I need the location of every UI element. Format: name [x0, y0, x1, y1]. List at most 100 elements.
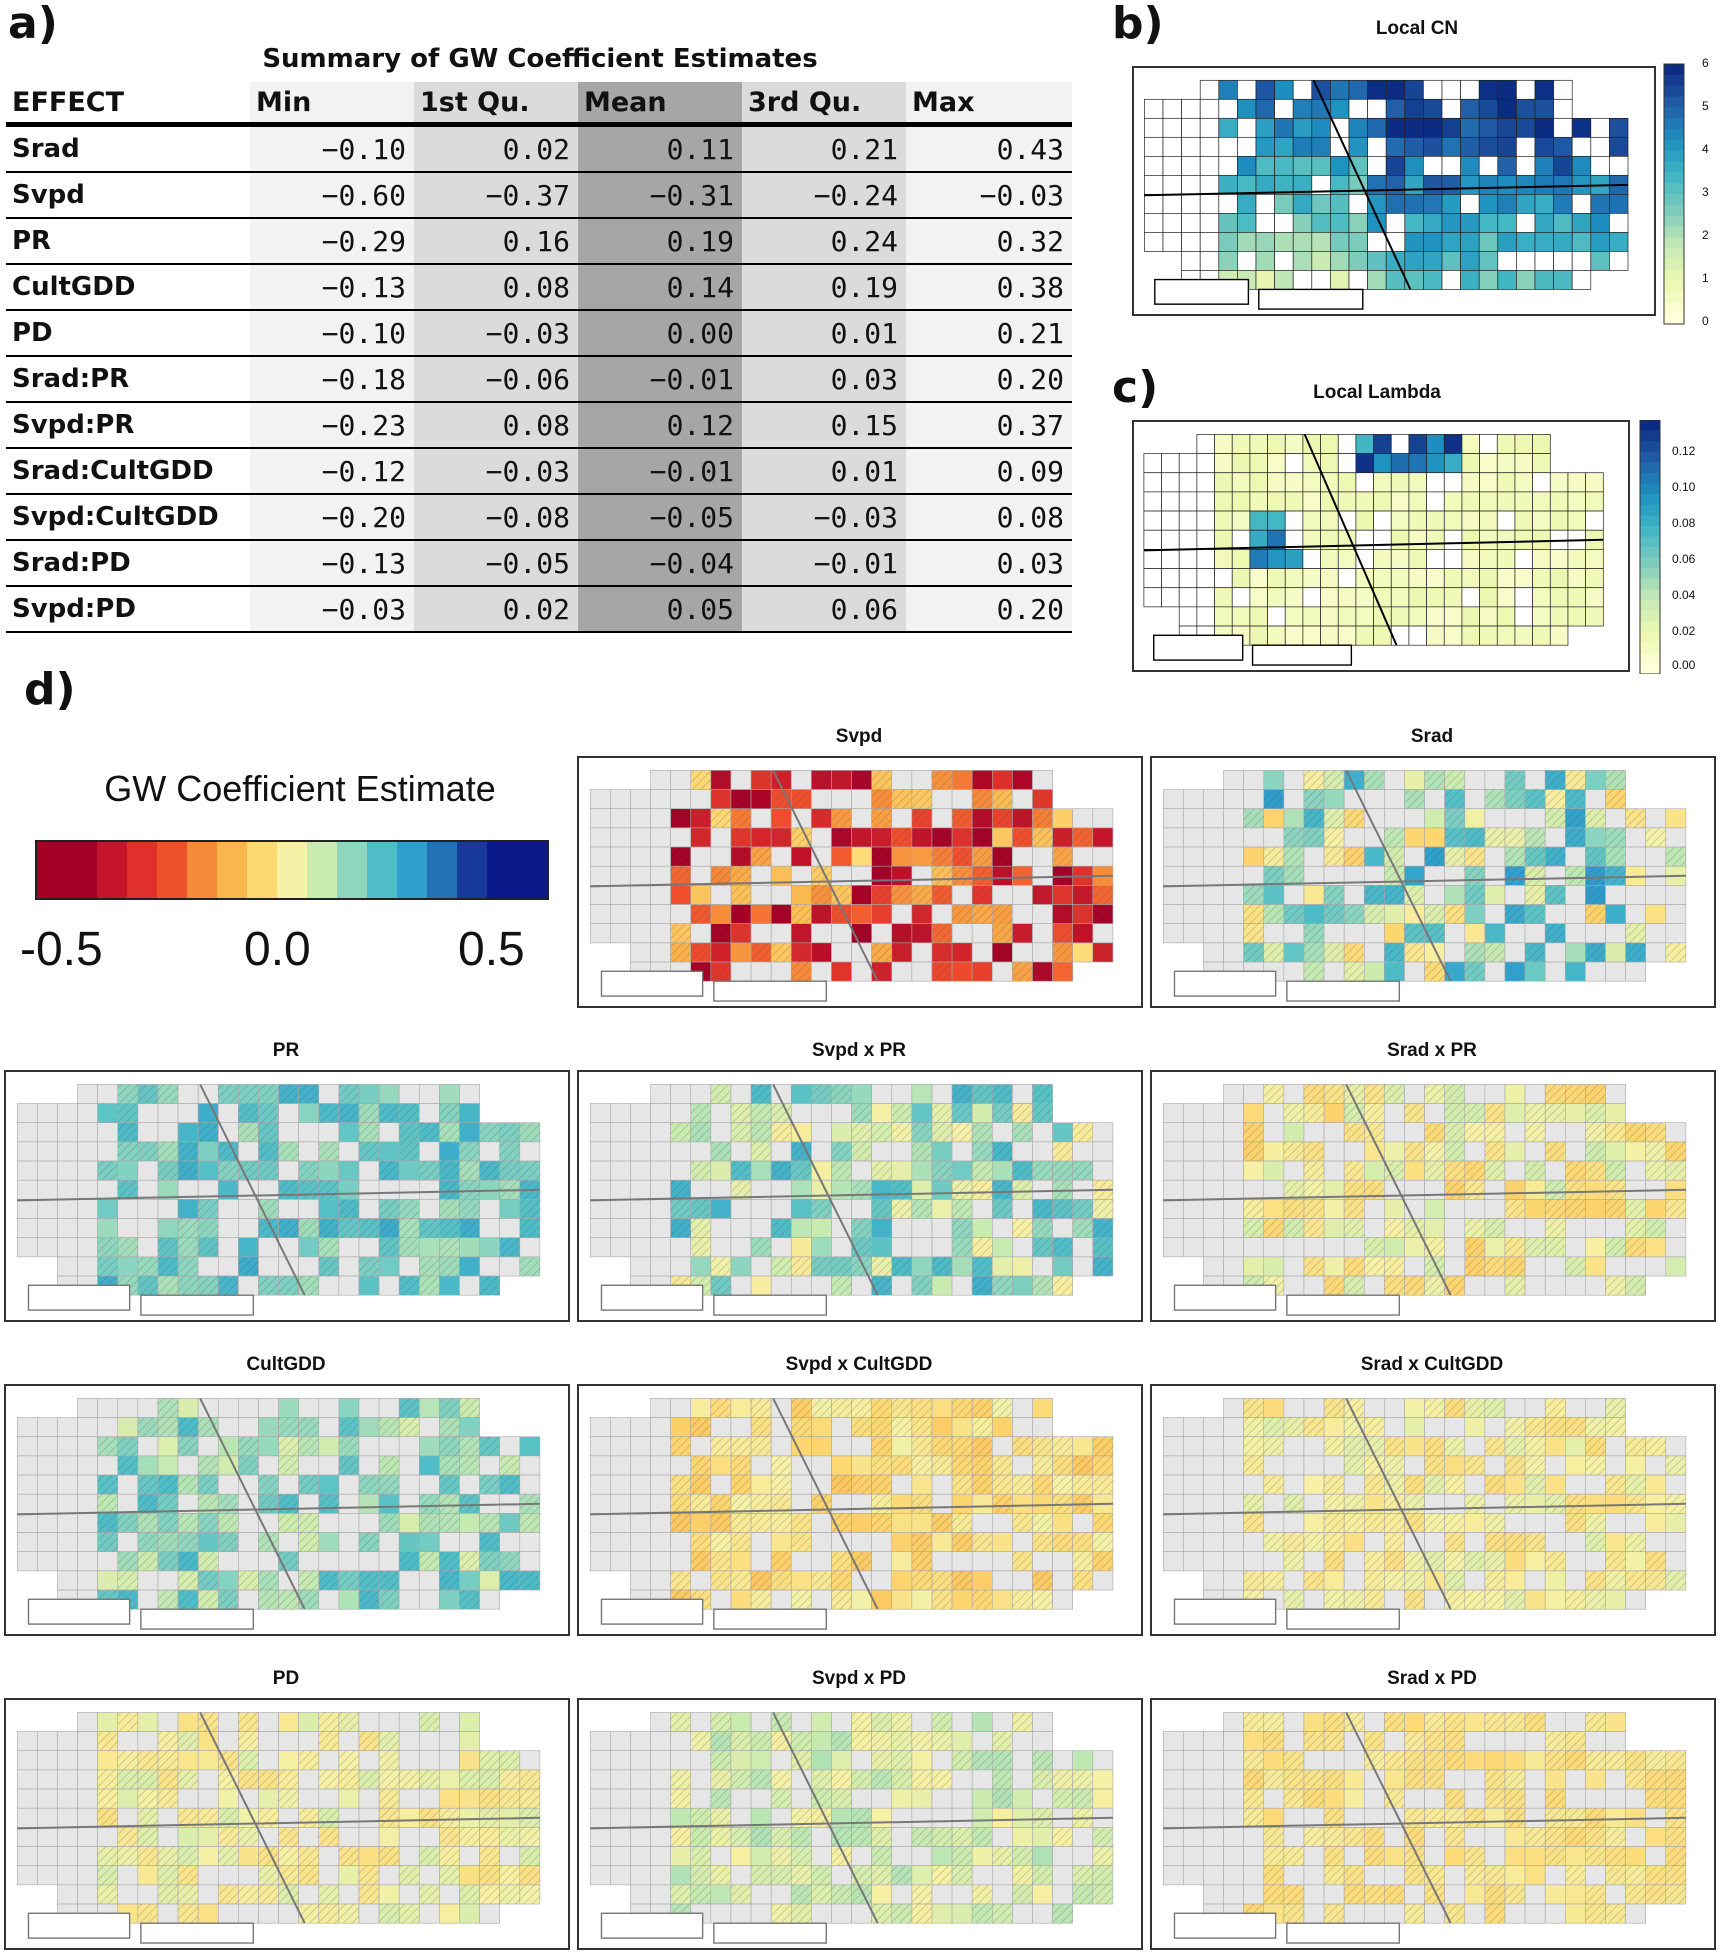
hatch-overlay — [831, 1571, 851, 1590]
county-cell — [57, 1885, 77, 1904]
county-cell — [1384, 1104, 1404, 1123]
county-cell — [1364, 847, 1384, 866]
county-cell — [1344, 1789, 1364, 1808]
hatch-overlay — [1626, 1770, 1646, 1789]
hatch-overlay — [912, 885, 932, 904]
county-cell — [500, 1199, 520, 1218]
county-cell — [1586, 473, 1604, 492]
county-cell — [1032, 1552, 1052, 1571]
hatch-overlay — [439, 1866, 459, 1885]
hatch-overlay — [339, 1219, 359, 1238]
county-cell — [1368, 137, 1387, 156]
county-cell — [1666, 1219, 1686, 1238]
county-cell — [751, 1456, 771, 1475]
hatch-overlay — [912, 1552, 932, 1571]
county-cell — [339, 1513, 359, 1532]
county-cell — [1465, 905, 1485, 924]
county-cell — [1626, 1513, 1646, 1532]
county-cell — [1183, 1552, 1203, 1571]
county-cell — [1384, 1123, 1404, 1142]
hatch-overlay — [359, 1533, 379, 1552]
county-cell — [1224, 943, 1244, 962]
county-cell — [610, 1219, 630, 1238]
hatch-overlay — [258, 1276, 278, 1295]
county-cell — [1012, 905, 1032, 924]
county-cell — [1391, 626, 1409, 645]
county-cell — [1321, 434, 1339, 453]
hatch-overlay — [399, 1770, 419, 1789]
county-cell — [37, 1552, 57, 1571]
hatch-overlay — [711, 1142, 731, 1161]
hatch-overlay — [1384, 1084, 1404, 1103]
hatch-overlay — [1324, 809, 1344, 828]
county-cell — [118, 1161, 138, 1180]
hatch-overlay — [731, 924, 751, 943]
county-cell — [1505, 1571, 1525, 1590]
hatch-overlay — [1364, 1847, 1384, 1866]
hatch-overlay — [711, 1552, 731, 1571]
county-cell — [711, 1418, 731, 1437]
county-cell — [339, 1552, 359, 1571]
hatch-overlay — [1525, 1123, 1545, 1142]
hatch-overlay — [1505, 1770, 1525, 1789]
county-cell — [1516, 118, 1535, 137]
hatch-overlay — [1012, 1123, 1032, 1142]
county-cell — [1384, 1827, 1404, 1846]
county-cell — [520, 1552, 540, 1571]
legend-color-step — [517, 842, 547, 898]
hatch-overlay — [1465, 1456, 1485, 1475]
hatch-overlay — [872, 1732, 892, 1751]
colorbar-step — [1664, 292, 1684, 303]
hatch-overlay — [218, 1590, 238, 1609]
county-cell — [711, 1590, 731, 1609]
county-cell — [1445, 1257, 1465, 1276]
county-cell — [1197, 473, 1215, 492]
hatch-overlay — [1344, 1219, 1364, 1238]
county-cell — [1404, 1180, 1424, 1199]
county-cell — [118, 1885, 138, 1904]
hatch-overlay — [1626, 924, 1646, 943]
county-cell — [1505, 1084, 1525, 1103]
county-cell — [1256, 175, 1275, 194]
colorbar-step — [1640, 505, 1660, 516]
hatch-overlay — [158, 1552, 178, 1571]
hatch-overlay — [1585, 1437, 1605, 1456]
hatch-overlay — [1585, 1827, 1605, 1846]
county-cell — [1505, 1732, 1525, 1751]
hatch-overlay — [1626, 1238, 1646, 1257]
hatch-overlay — [1364, 1513, 1384, 1532]
county-cell — [1516, 156, 1535, 175]
neighbor-state — [714, 1295, 826, 1315]
county-cell — [1485, 1418, 1505, 1437]
county-cell — [118, 1257, 138, 1276]
county-cell — [1364, 1219, 1384, 1238]
county-cell — [1445, 1199, 1465, 1218]
hatch-overlay — [671, 1475, 691, 1494]
hatch-overlay — [500, 1142, 520, 1161]
hatch-overlay — [1093, 905, 1113, 924]
county-cell — [1404, 809, 1424, 828]
county-cell — [1462, 454, 1480, 473]
hatch-overlay — [399, 1199, 419, 1218]
county-cell — [78, 1219, 98, 1238]
county-cell — [1203, 1751, 1223, 1770]
hatch-overlay — [872, 1866, 892, 1885]
county-cell — [1384, 1418, 1404, 1437]
county-cell — [1605, 943, 1625, 962]
hatch-overlay — [1605, 1827, 1625, 1846]
table-row-effect: Srad — [6, 125, 250, 173]
county-cell — [1303, 607, 1321, 626]
county-cell — [1505, 1180, 1525, 1199]
county-cell — [118, 1808, 138, 1827]
county-cell — [791, 847, 811, 866]
county-cell — [359, 1437, 379, 1456]
hatch-overlay — [691, 1552, 711, 1571]
legend-colorbar — [35, 840, 549, 900]
county-cell — [359, 1494, 379, 1513]
hatch-overlay — [279, 1456, 299, 1475]
county-cell — [1224, 1084, 1244, 1103]
county-cell — [630, 1751, 650, 1770]
legend-color-step — [127, 842, 157, 898]
county-cell — [630, 1494, 650, 1513]
